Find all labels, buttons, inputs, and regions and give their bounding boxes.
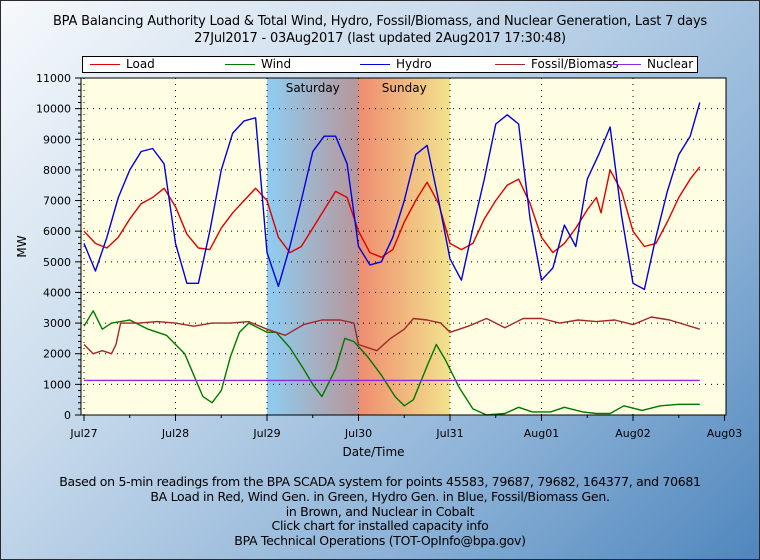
chart-plot[interactable]: Saturday Sunday 0 1000 2000 3000 4000 5000 6000 7… bbox=[1, 1, 759, 461]
y-tick-label: 4000 bbox=[43, 286, 71, 299]
legend-swatch bbox=[495, 64, 525, 65]
x-tick-label: Aug01 bbox=[524, 427, 559, 440]
x-tick-label: Jul27 bbox=[69, 427, 97, 440]
legend: Load Wind Hydro Fossil/Biomass Nuclear bbox=[82, 56, 698, 73]
legend-label: Load bbox=[126, 57, 155, 71]
footer-line-3: in Brown, and Nuclear in Cobalt bbox=[285, 504, 475, 519]
x-tick-label: Jul29 bbox=[252, 427, 280, 440]
weekend-label-saturday: Saturday bbox=[286, 81, 340, 95]
y-tick-label: 6000 bbox=[43, 225, 71, 238]
footer-line-2: BA Load in Red, Wind Gen. in Green, Hydr… bbox=[150, 489, 610, 504]
plot-frame bbox=[80, 77, 727, 416]
weekend-band-sunday bbox=[358, 78, 450, 415]
chart-subtitle: 27Jul2017 - 03Aug2017 (last updated 2Aug… bbox=[194, 31, 566, 46]
series-line-wind bbox=[83, 310, 700, 416]
legend-swatch bbox=[90, 64, 120, 65]
y-tick-label: 0 bbox=[64, 409, 71, 422]
x-tick-label: Jul28 bbox=[161, 427, 189, 440]
x-axis-label: Date/Time bbox=[342, 445, 404, 459]
legend-item-load: Load bbox=[90, 57, 155, 72]
y-tick-label: 7000 bbox=[43, 195, 71, 208]
legend-swatch bbox=[360, 64, 390, 65]
y-tick-label: 11000 bbox=[36, 72, 71, 85]
series-line-hydro bbox=[83, 102, 701, 291]
footer-line-4[interactable]: Click chart for installed capacity info bbox=[271, 518, 489, 533]
x-tick-label: Jul31 bbox=[435, 427, 463, 440]
y-tick-label: 8000 bbox=[43, 164, 71, 177]
y-tick-label: 1000 bbox=[43, 378, 71, 391]
x-tick-label: Aug03 bbox=[707, 427, 742, 440]
series-line-fossil-biomass bbox=[83, 316, 701, 355]
legend-item-wind: Wind bbox=[225, 57, 291, 72]
legend-label: Fossil/Biomass bbox=[531, 57, 619, 71]
y-tick-label: 9000 bbox=[43, 133, 71, 146]
series-line-load bbox=[83, 166, 701, 258]
legend-item-hydro: Hydro bbox=[360, 57, 432, 72]
y-axis-label: MW bbox=[15, 235, 29, 257]
chart-title: BPA Balancing Authority Load & Total Win… bbox=[52, 14, 708, 29]
y-tick-label: 3000 bbox=[43, 317, 71, 330]
legend-swatch bbox=[225, 64, 255, 65]
legend-item-fossil-biomass: Fossil/Biomass bbox=[495, 57, 619, 72]
footer-line-1: Based on 5-min readings from the BPA SCA… bbox=[59, 474, 701, 489]
footer-line-5: BPA Technical Operations (TOT-OpInfo@bpa… bbox=[234, 533, 526, 548]
y-tick-label: 10000 bbox=[36, 103, 71, 116]
y-tick-label: 5000 bbox=[43, 256, 71, 269]
weekend-band-saturday bbox=[267, 78, 359, 415]
legend-swatch bbox=[611, 64, 641, 65]
legend-item-nuclear: Nuclear bbox=[611, 57, 693, 72]
legend-label: Wind bbox=[261, 57, 292, 71]
weekend-label-sunday: Sunday bbox=[382, 81, 427, 95]
y-tick-label: 2000 bbox=[43, 348, 71, 361]
legend-label: Hydro bbox=[396, 57, 432, 71]
x-tick-label: Aug02 bbox=[615, 427, 650, 440]
x-tick-label: Jul30 bbox=[344, 427, 372, 440]
legend-label: Nuclear bbox=[647, 57, 694, 71]
